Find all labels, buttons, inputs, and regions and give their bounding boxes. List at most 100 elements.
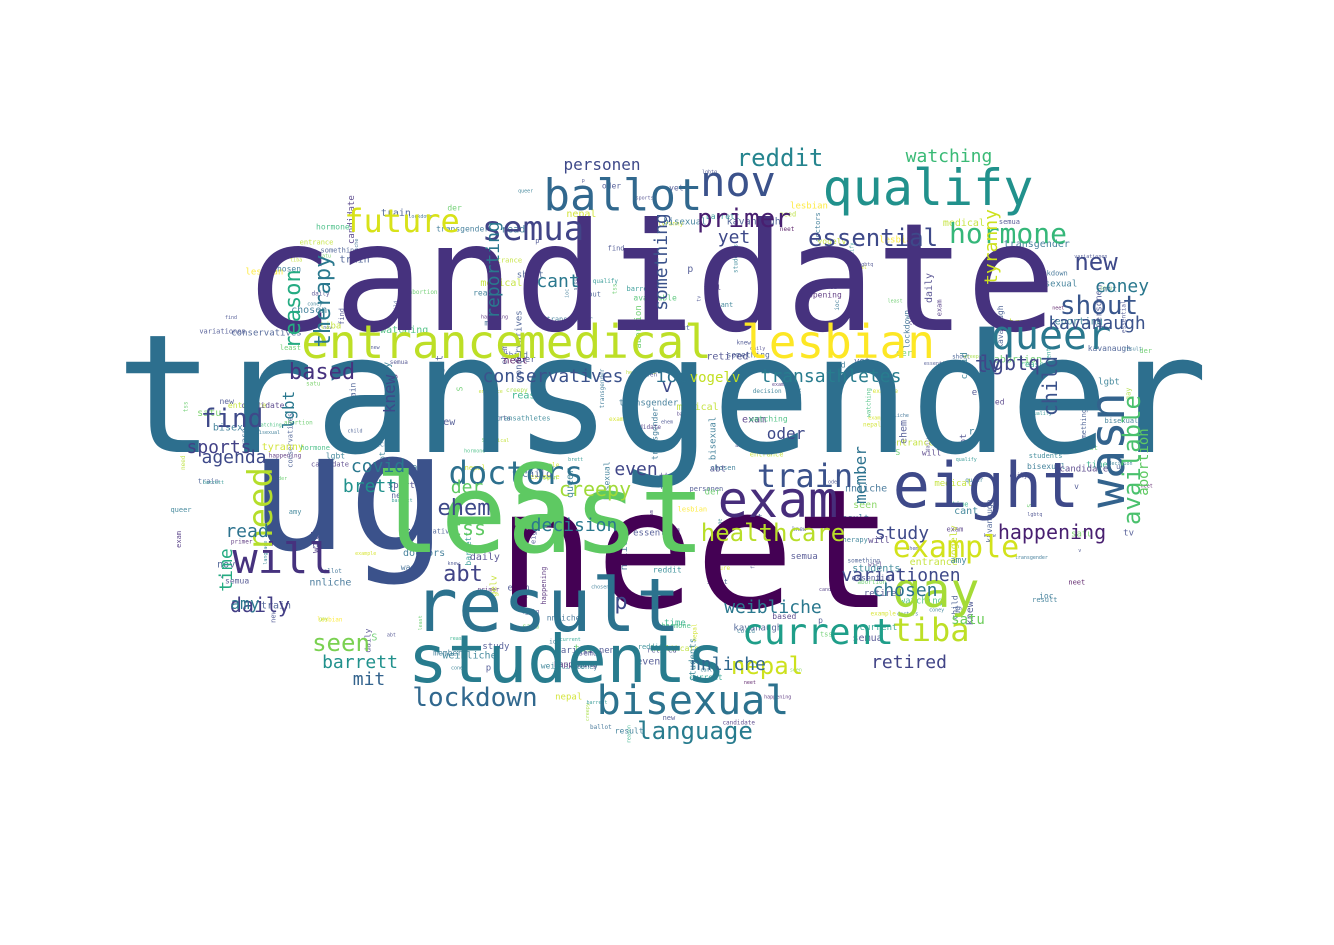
- cloud-word-small: knew: [368, 345, 381, 351]
- cloud-word-small: reason: [511, 390, 547, 401]
- cloud-word: p: [614, 590, 627, 615]
- cloud-word-small: current: [1046, 347, 1053, 373]
- cloud-word-small: creepy: [585, 703, 591, 721]
- cloud-word-small: child: [347, 429, 362, 435]
- cloud-word-small: hormone: [464, 449, 485, 455]
- cloud-word-small: new: [663, 714, 676, 722]
- cloud-word-small: eight: [513, 594, 528, 600]
- cloud-word-small: need: [779, 211, 796, 219]
- cloud-word: nnliche: [690, 654, 766, 675]
- cloud-word: transgender: [116, 299, 1209, 491]
- cloud-word: weibliche: [724, 597, 822, 618]
- cloud-word: sports: [186, 437, 251, 458]
- cloud-word: reporting: [483, 221, 504, 319]
- cloud-word-small: neet: [1141, 483, 1153, 489]
- cloud-word-small: oder: [602, 181, 621, 190]
- cloud-word-small: S: [482, 438, 485, 444]
- cloud-word-small: healthcare: [651, 644, 699, 653]
- cloud-word: gay: [893, 563, 980, 619]
- cloud-word-small: even: [260, 373, 266, 385]
- cloud-word-small: eight: [435, 355, 446, 385]
- cloud-word: oder: [767, 424, 806, 443]
- cloud-word-small: abortion: [994, 355, 1042, 366]
- cloud-word-small: transathletes: [496, 415, 551, 423]
- cloud-word-small: primer: [478, 587, 500, 594]
- cloud-word-small: satu: [1100, 286, 1112, 292]
- cloud-word-small: medical: [934, 479, 972, 489]
- cloud-word-small: even: [636, 657, 660, 668]
- cloud-word-small: abt: [387, 633, 396, 639]
- cloud-word-small: train: [261, 600, 291, 611]
- cloud-word-small: new: [219, 397, 234, 406]
- cloud-word-small: bisexual: [1027, 462, 1066, 471]
- cloud-word: cant: [536, 271, 579, 292]
- cloud-word: daily: [230, 593, 290, 617]
- cloud-word-small: gay: [1125, 387, 1133, 400]
- cloud-word-small: queer: [170, 506, 191, 514]
- cloud-word-small: example: [868, 416, 889, 422]
- cloud-word-small: der: [896, 349, 913, 359]
- cloud-word-small: der: [447, 203, 462, 212]
- cloud-word-small: will: [922, 449, 941, 458]
- cloud-word: lgbtq: [980, 351, 1040, 375]
- cloud-word-small: neet: [780, 226, 795, 233]
- cloud-word-small: find: [608, 244, 625, 252]
- cloud-word: amy: [231, 594, 260, 613]
- cloud-word-small: nnliche: [309, 578, 351, 589]
- cloud-word-small: entrance: [910, 557, 958, 568]
- cloud-word: tiba: [892, 611, 969, 649]
- cloud-word-small: happening: [798, 290, 842, 299]
- cloud-word-small: S: [371, 633, 377, 644]
- cloud-word-small: shout: [573, 275, 579, 290]
- cloud-word-small: current: [560, 637, 581, 643]
- cloud-word-small: least: [280, 344, 301, 352]
- cloud-word-small: future: [708, 565, 730, 572]
- cloud-word-small: watching: [749, 414, 788, 423]
- cloud-word: satu: [951, 612, 985, 628]
- cloud-word-small: reason: [1020, 360, 1049, 369]
- cloud-word-small: ehem: [500, 345, 509, 364]
- cloud-word-small: something: [1080, 409, 1088, 447]
- cloud-word-small: satu: [319, 254, 331, 260]
- cloud-word-small: students: [733, 244, 740, 273]
- cloud-word-small: based: [980, 398, 1004, 407]
- cloud-word-small: seen: [853, 500, 877, 511]
- cloud-word: chosen: [872, 580, 937, 601]
- cloud-word-small: students: [852, 563, 900, 574]
- cloud-word-small: retired: [864, 589, 902, 599]
- cloud-word-small: covid: [737, 628, 755, 635]
- cloud-word-small: child: [522, 469, 552, 480]
- cloud-word-small: S: [455, 386, 464, 391]
- cloud-word: lgbt: [279, 391, 298, 430]
- cloud-word-small: kavanaugh: [996, 305, 1005, 349]
- cloud-word-small: chosen: [710, 464, 735, 472]
- cloud-word: new: [1074, 248, 1118, 276]
- cloud-word-small: entrance: [488, 256, 522, 264]
- cloud-word: v: [662, 376, 673, 397]
- cloud-word-small: ehem: [661, 420, 673, 426]
- cloud-word-small: will: [666, 524, 676, 546]
- cloud-word: seen: [312, 629, 370, 657]
- cloud-word-small: decision: [753, 388, 782, 395]
- cloud-word-small: tv: [697, 296, 703, 302]
- cloud-word-small: watching: [866, 388, 873, 417]
- cloud-word-small: lesbian: [317, 617, 343, 624]
- cloud-word-small: transgender: [436, 225, 489, 234]
- cloud-word-small: lgbtq: [702, 170, 717, 176]
- cloud-word-small: semua: [853, 633, 883, 644]
- cloud-word-small: transgender: [1004, 239, 1070, 250]
- cloud-word-small: doctors: [897, 611, 918, 617]
- cloud-word-small: ioc: [834, 299, 841, 310]
- cloud-word: brett: [343, 476, 397, 497]
- cloud-word-small: daily: [750, 346, 765, 352]
- cloud-word: personen: [563, 155, 640, 174]
- cloud-word-small: candidate: [909, 320, 942, 327]
- cloud-word-small: essential: [924, 361, 951, 367]
- cloud-word-small: read: [501, 225, 525, 236]
- cloud-word: healthcare: [701, 519, 846, 547]
- cloud-word: least: [374, 450, 705, 578]
- cloud-word-small: entrance: [300, 239, 334, 247]
- cloud-word-small: reddit: [638, 643, 663, 651]
- cloud-word-small: qualify: [850, 243, 856, 264]
- cloud-word: wasn: [1080, 392, 1136, 508]
